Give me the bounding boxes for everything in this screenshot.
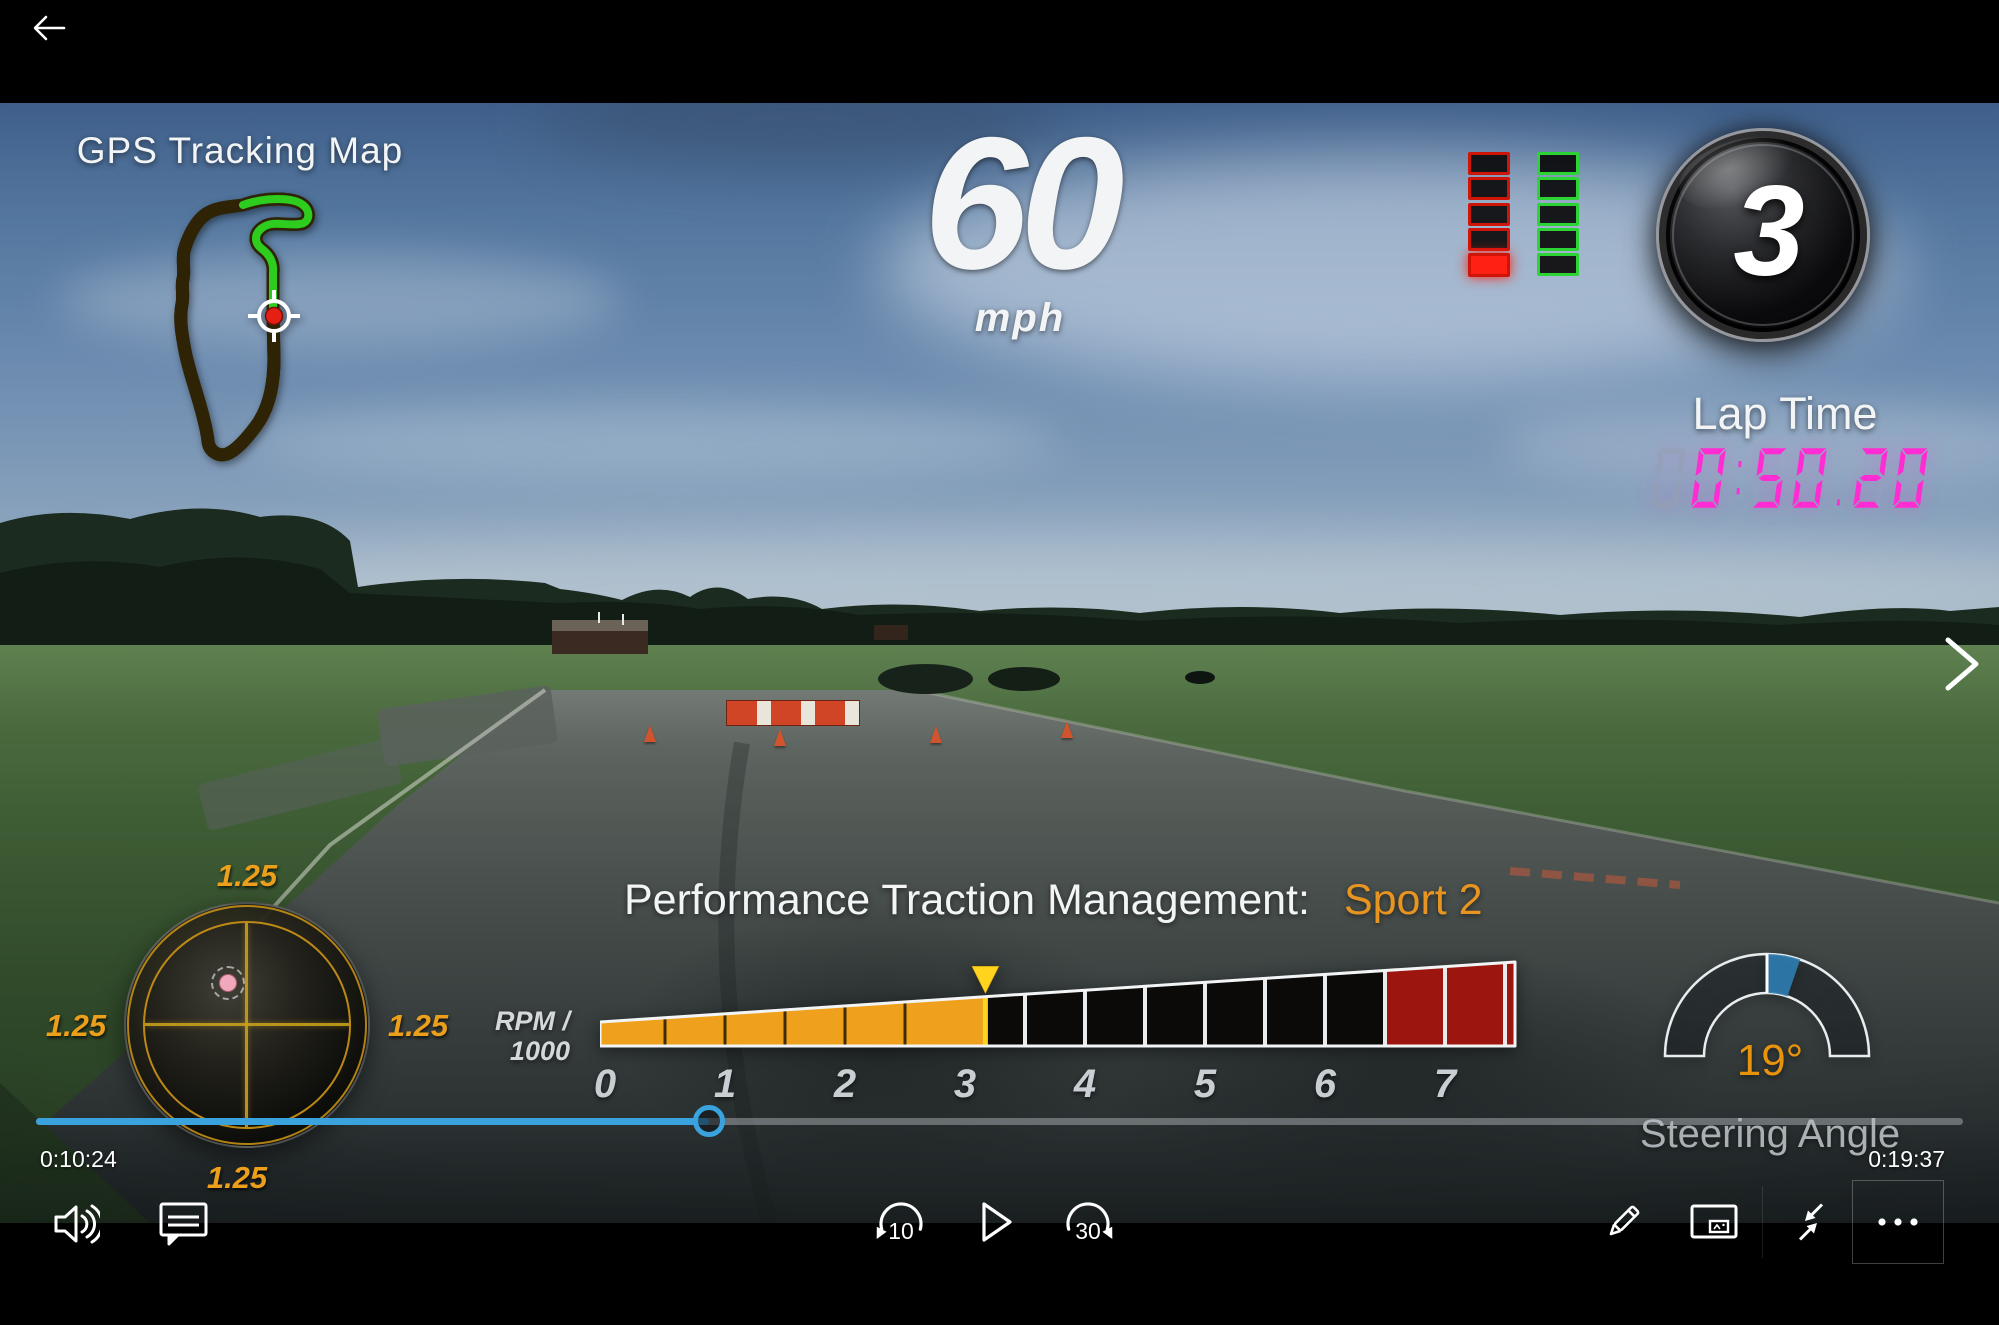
more-options-button[interactable] (1876, 1216, 1920, 1228)
speed-unit: mph (974, 296, 1066, 340)
shift-light-cell (1468, 177, 1510, 201)
rpm-tick: 6 (1313, 1062, 1337, 1106)
rpm-tick-labels: 0 1 2 3 4 5 6 7 (594, 1062, 1520, 1108)
track-completed-segment (239, 195, 313, 320)
play-icon (982, 1202, 1012, 1242)
lap-time-digit (1691, 448, 1726, 508)
rpm-tick: 5 (1193, 1062, 1217, 1106)
g-force-dot (219, 974, 237, 992)
scene-barrier (726, 700, 860, 726)
back-arrow-icon (33, 15, 66, 41)
forward-30-button[interactable] (1060, 1196, 1116, 1252)
closed-captions-icon (159, 1202, 208, 1246)
gear-indicator: 3 (1656, 128, 1870, 342)
forward-30-label[interactable]: 30 (1075, 1218, 1101, 1244)
gmeter-scale-right: 1.25 (387, 1008, 449, 1043)
elapsed-time: 0:10:24 (40, 1146, 117, 1172)
more-options-icon (1878, 1218, 1918, 1226)
seek-track[interactable] (36, 1118, 1963, 1125)
rpm-tick: 3 (953, 1062, 977, 1106)
rpm-tick: 2 (833, 1062, 857, 1106)
chevron-right-icon (1945, 637, 1979, 691)
gps-position-crosshair-icon (248, 290, 300, 342)
shift-light-cell (1468, 152, 1510, 175)
gear-value: 3 (1733, 159, 1805, 303)
shift-light-cell (1537, 177, 1579, 201)
shift-light-cell (1468, 202, 1510, 226)
mini-player-button[interactable] (1689, 1202, 1739, 1242)
title-bar (0, 0, 1999, 103)
lap-time-digit (1836, 499, 1841, 506)
lap-time-digit (1792, 448, 1827, 508)
g-force-dot-reticle (211, 966, 245, 1000)
volume-button[interactable] (52, 1202, 100, 1246)
speed-readout: 60 (923, 98, 1124, 308)
gps-map-title: GPS Tracking Map (76, 130, 404, 171)
seek-bar[interactable] (0, 1100, 1999, 1160)
rpm-tick: 0 (593, 1062, 617, 1106)
ptm-label: Performance Traction Management: (624, 876, 1310, 924)
shift-lights (1468, 152, 1580, 280)
gps-track-map (150, 183, 330, 483)
rewind-10-label[interactable]: 10 (888, 1218, 914, 1244)
rpm-tick: 1 (713, 1062, 737, 1106)
shift-light-cell (1537, 152, 1579, 175)
lap-time-digit (1752, 448, 1787, 508)
shift-light-cell (1537, 227, 1579, 251)
edit-pencil-icon (1609, 1205, 1640, 1236)
play-button[interactable] (971, 1196, 1017, 1248)
shift-light-cell (1468, 227, 1510, 251)
steering-angle-label: Steering Angle (1639, 1112, 1901, 1156)
player-control-bar (0, 1223, 1999, 1325)
ptm-mode: Sport 2 (1343, 876, 1483, 924)
rpm-axis-label: RPM / 1000 (494, 1006, 570, 1066)
steering-angle-gauge (1663, 952, 1871, 1058)
lap-time-digit (1651, 448, 1686, 508)
gmeter-scale-bottom: 1.25 (206, 1160, 268, 1195)
closed-captions-button[interactable] (158, 1200, 210, 1246)
ptm-status: Performance Traction Management: Sport 2 (624, 876, 1483, 925)
lap-time-readout (1650, 446, 1929, 510)
rpm-tick: 7 (1433, 1062, 1457, 1106)
steering-angle-value: 19° (1736, 1036, 1804, 1085)
shift-light-cell (1537, 202, 1579, 226)
rewind-10-button[interactable] (873, 1196, 929, 1252)
rpm-tick: 4 (1073, 1062, 1097, 1106)
next-button[interactable] (1944, 636, 1982, 697)
edit-button[interactable] (1602, 1201, 1644, 1243)
seek-progress (36, 1118, 709, 1125)
rewind-10-icon (876, 1202, 923, 1239)
gmeter-scale-left: 1.25 (45, 1008, 107, 1043)
lap-time-digit (1893, 448, 1928, 508)
mini-player-icon (1690, 1204, 1738, 1239)
back-button[interactable] (24, 8, 70, 48)
g-force-meter (124, 902, 370, 1148)
shift-light-cell (1468, 253, 1510, 278)
exit-fullscreen-icon (1798, 1203, 1824, 1241)
shift-light-cell (1537, 253, 1579, 277)
forward-30-icon (1066, 1202, 1113, 1239)
lap-time-digit (1853, 448, 1888, 508)
gmeter-scale-top: 1.25 (216, 858, 278, 893)
rpm-bar-gauge (600, 960, 1517, 1048)
scene-building (552, 620, 648, 654)
total-duration: 0:19:37 (1868, 1146, 1945, 1172)
lap-time-digit (1736, 461, 1742, 495)
more-button-focus-ring (1852, 1180, 1944, 1264)
seek-handle[interactable] (692, 1105, 725, 1137)
volume-icon (54, 1204, 100, 1244)
exit-fullscreen-button[interactable] (1791, 1202, 1831, 1242)
lap-time-title: Lap Time (1692, 388, 1878, 439)
